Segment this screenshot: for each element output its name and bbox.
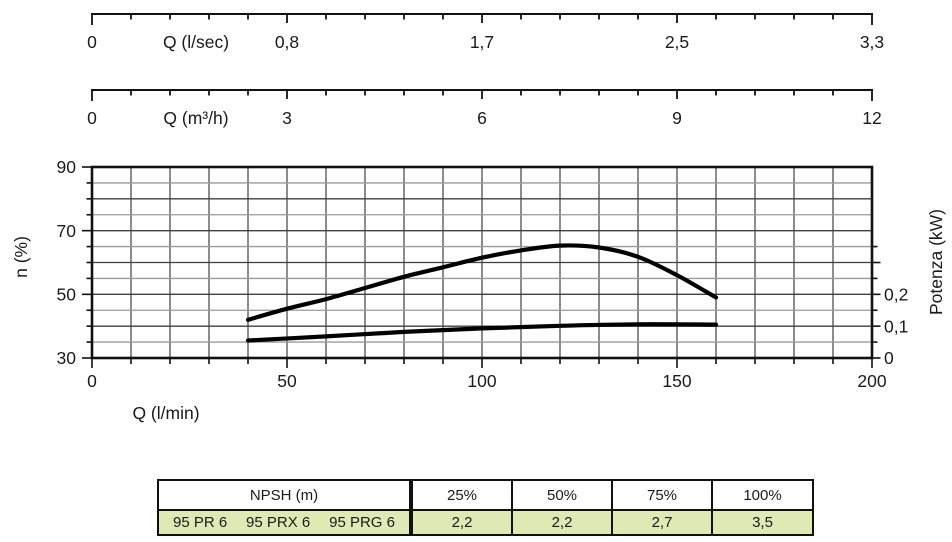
npsh-table: NPSH (m) 25% 50% 75% 100% 95 PR 6 95 PRX… <box>157 479 814 536</box>
bottom-tick-label: 0 <box>87 371 97 391</box>
curve-efficiency <box>245 243 719 322</box>
ruler-tick-label: 0 <box>87 32 97 52</box>
npsh-table-title-cell: NPSH (m) <box>159 481 409 511</box>
ruler-m3h-unit-label: Q (m³/h) <box>163 108 228 128</box>
left-tick-label: 50 <box>57 285 77 305</box>
npsh-header-25: 25% <box>409 481 511 511</box>
y-right-axis-title: Potenza (kW) <box>926 209 946 315</box>
npsh-value-25: 2,2 <box>409 511 511 534</box>
npsh-header-50: 50% <box>511 481 611 511</box>
curve-potenza <box>245 322 719 343</box>
pump-model-95pr6: 95 PR 6 <box>173 514 228 531</box>
ruler-tick-label: 0 <box>87 108 97 128</box>
right-tick-label: 0,1 <box>884 316 908 336</box>
npsh-header-75: 75% <box>611 481 711 511</box>
ruler-tick-label: 6 <box>477 108 487 128</box>
ruler-tick-label: 2,5 <box>665 32 689 52</box>
chart-generated-layer: 0 0,8 1,7 2,5 3,3 0 3 6 9 12 90 70 50 30 0 50 100 150 200 0… <box>57 13 908 391</box>
bottom-tick-label: 200 <box>857 371 886 391</box>
bottom-tick-label: 50 <box>277 371 297 391</box>
npsh-value-75: 2,7 <box>611 511 711 534</box>
pump-model-95prg6: 95 PRG 6 <box>329 514 395 531</box>
pump-models-cell: 95 PR 6 95 PRX 6 95 PRG 6 <box>159 511 409 534</box>
y-left-axis-title: n (%) <box>11 236 31 278</box>
pump-performance-chart: 0 0,8 1,7 2,5 3,3 0 3 6 9 12 90 70 50 30 0 50 100 150 200 0… <box>11 13 946 423</box>
left-tick-label: 30 <box>57 348 77 368</box>
pump-model-95prx6: 95 PRX 6 <box>246 514 311 531</box>
ruler-tick-label: 0,8 <box>275 32 299 52</box>
ruler-tick-label: 1,7 <box>470 32 494 52</box>
npsh-value-100: 3,5 <box>711 511 812 534</box>
ruler-lsec-unit-label: Q (l/sec) <box>163 32 229 52</box>
npsh-header-100: 100% <box>711 481 812 511</box>
x-axis-title: Q (l/min) <box>132 403 199 423</box>
left-tick-label: 90 <box>57 157 77 177</box>
bottom-tick-label: 150 <box>662 371 691 391</box>
right-tick-label: 0 <box>884 348 894 368</box>
npsh-value-50: 2,2 <box>511 511 611 534</box>
ruler-tick-label: 3,3 <box>860 32 884 52</box>
bottom-tick-label: 100 <box>467 371 496 391</box>
right-tick-label: 0,2 <box>884 285 908 305</box>
ruler-tick-label: 9 <box>672 108 682 128</box>
left-tick-label: 70 <box>57 221 77 241</box>
ruler-tick-label: 3 <box>282 108 292 128</box>
ruler-tick-label: 12 <box>862 108 881 128</box>
